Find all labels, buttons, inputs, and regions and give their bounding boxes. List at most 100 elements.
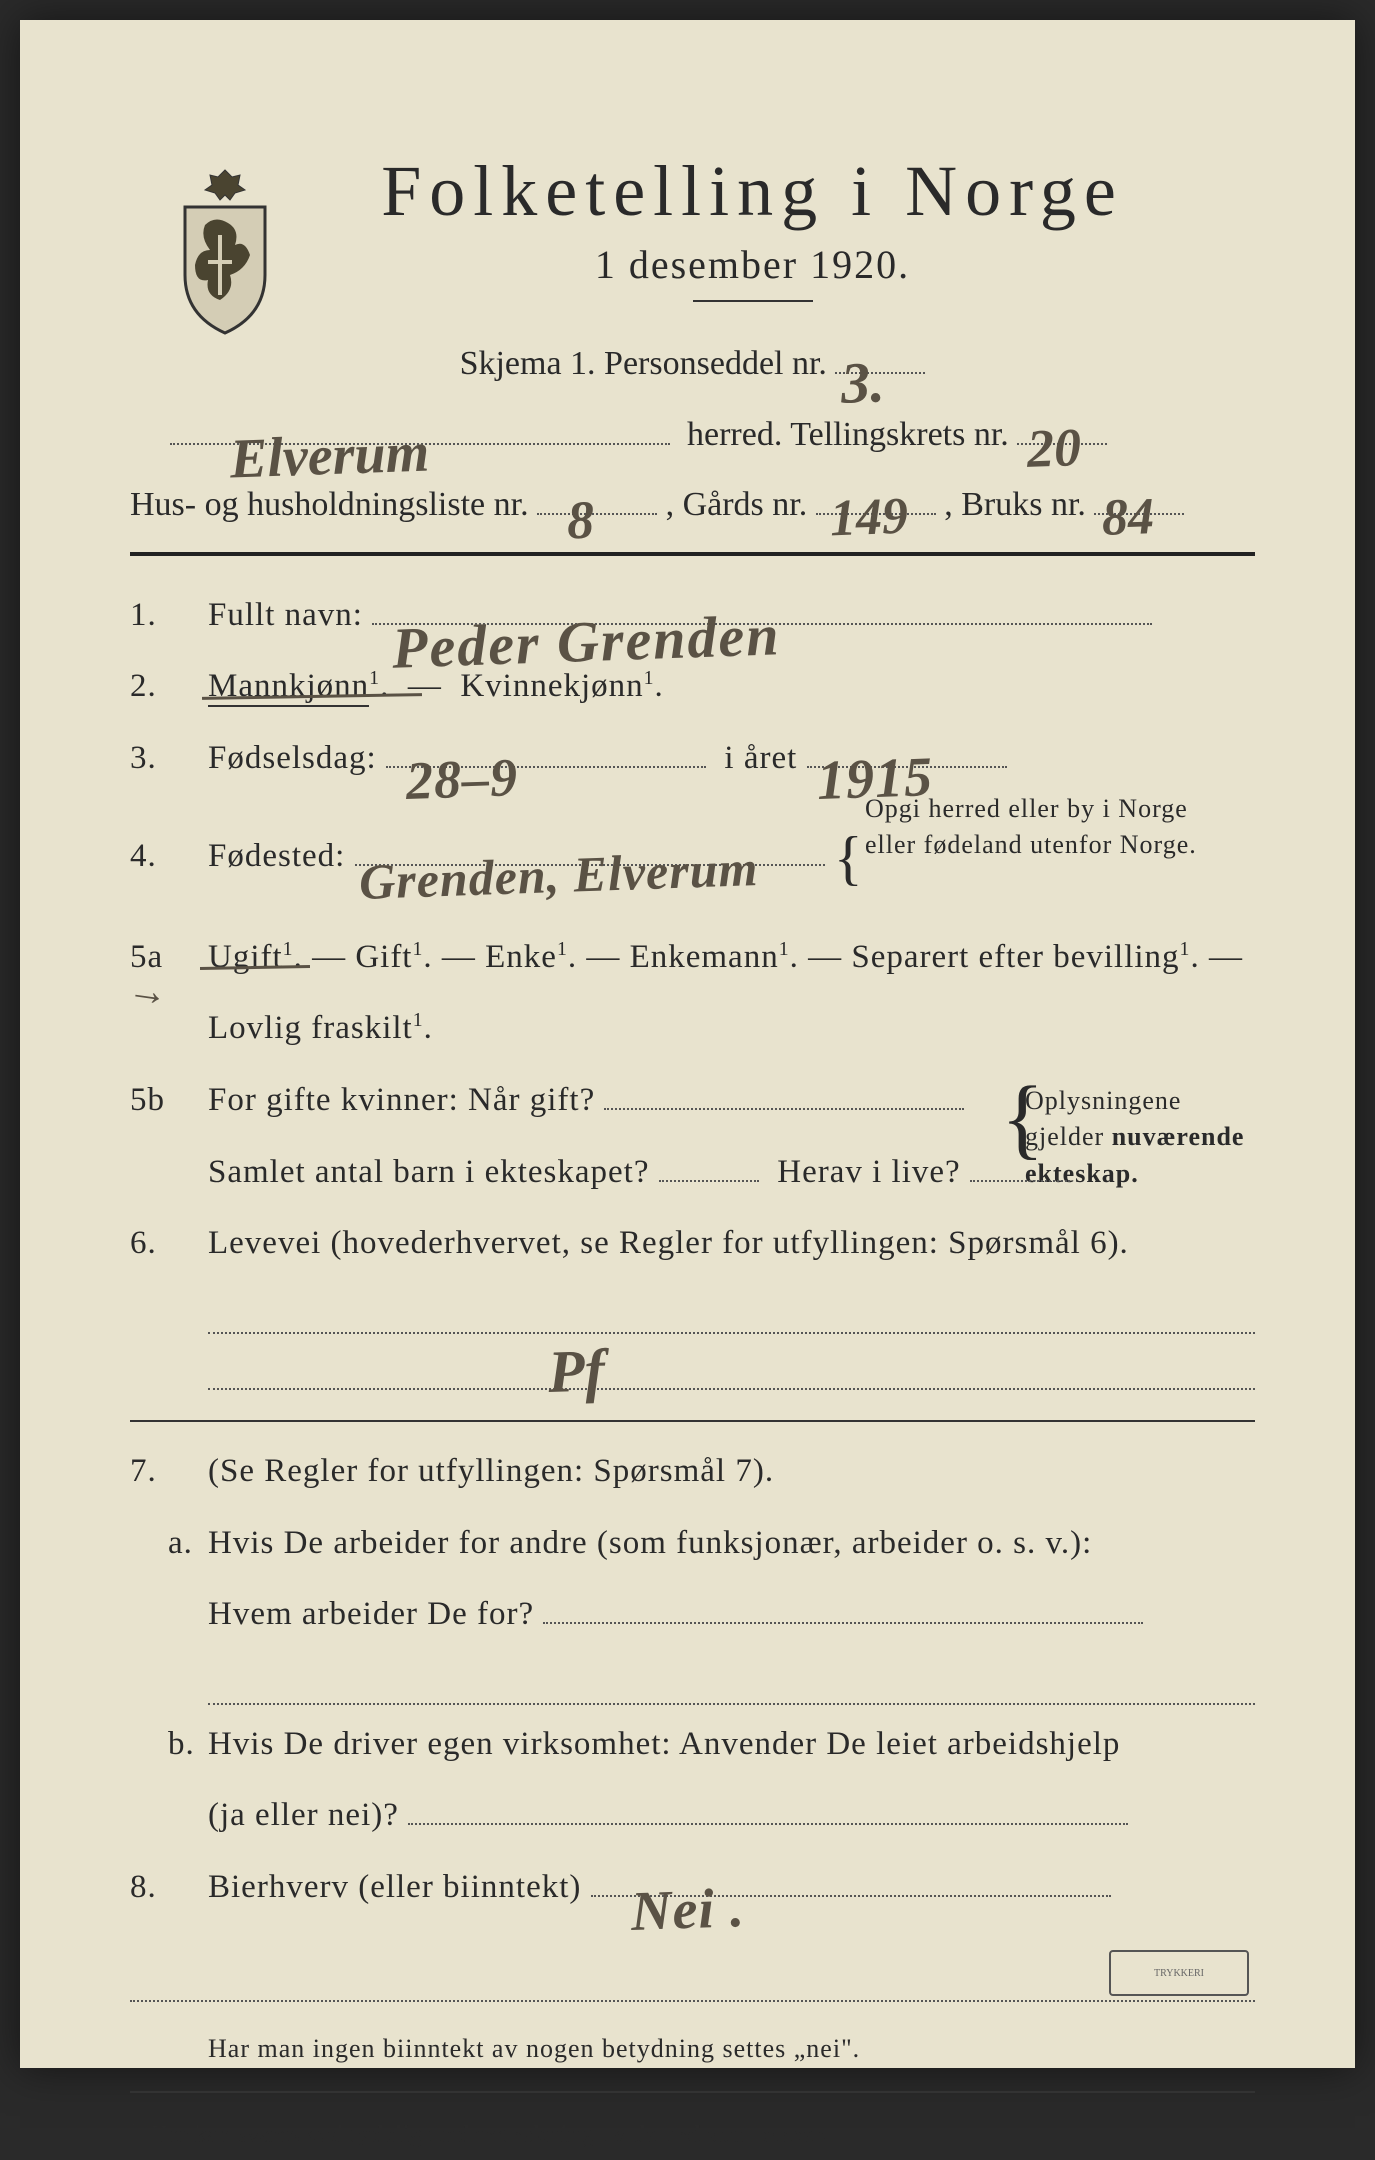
q7b-field — [408, 1823, 1128, 1825]
q5a-row2: Lovlig fraskilt1. — [130, 995, 1255, 1063]
header-rule — [130, 552, 1255, 556]
q3-num: 3. — [130, 725, 208, 793]
main-title: Folketelling i Norge — [250, 150, 1255, 233]
hus-value: 8 — [565, 469, 596, 572]
q7a-field — [543, 1622, 1143, 1624]
census-form-page: Folketelling i Norge 1 desember 1920. Sk… — [20, 20, 1355, 2068]
q7b-body2: (ja eller nei)? — [208, 1782, 1255, 1850]
q5b-row2: Samlet antal barn i ekteskapet? Herav i … — [130, 1139, 1255, 1207]
bruks-field: 84 — [1094, 513, 1184, 515]
q5b-row: 5b For gifte kvinner: Når gift? { Oplysn… — [130, 1067, 1255, 1135]
footer-rule — [130, 2091, 1255, 2093]
q5a-separert: Separert efter bevilling — [851, 939, 1179, 975]
footer-note: Har man ingen biinntekt av nogen betydni… — [208, 2022, 1255, 2075]
q8-row: 8. Bierhverv (eller biinntekt) Nei . — [130, 1854, 1255, 1922]
q7a-row: a. Hvis De arbeider for andre (som funks… — [130, 1510, 1255, 1578]
q5b-line1: For gifte kvinner: Når gift? — [208, 1082, 595, 1118]
q5a-enkemann: Enkemann — [630, 939, 779, 975]
skjema-label: Skjema 1. Personseddel nr. — [460, 345, 827, 382]
q3-year-field: 1915 — [807, 766, 1007, 768]
q8-field: Nei . — [591, 1895, 1111, 1897]
q4-body: Fødested: Grenden, Elverum { Opgi herred… — [208, 797, 1255, 920]
meta-line-2: Elverum herred. Tellingskrets nr. 20 — [130, 403, 1255, 468]
q3-label: Fødselsdag: — [208, 740, 377, 776]
q4-field: Grenden, Elverum — [355, 864, 825, 866]
herred-field: Elverum — [170, 443, 670, 445]
q6-num: 6. — [130, 1210, 208, 1278]
q8-value: Nei . — [629, 1851, 747, 1970]
q5b-barn-field — [659, 1180, 759, 1182]
q8-num: 8. — [130, 1854, 208, 1922]
meta-line-1: Skjema 1. Personseddel nr. 3. — [130, 332, 1255, 397]
gards-label: , Gårds nr. — [666, 486, 808, 523]
q7a-body2: Hvem arbeider De for? — [208, 1581, 1255, 1649]
q7-num: 7. — [130, 1438, 208, 1506]
q1-num: 1. — [130, 582, 208, 650]
q7b-line2: (ja eller nei)? — [208, 1797, 399, 1833]
q5b-gift-field — [604, 1108, 964, 1110]
q2-body: Mannkjønn1. — Kvinnekjønn1. — [208, 653, 1255, 721]
q1-row: 1. Fullt navn: Peder Grenden — [130, 582, 1255, 650]
q7-intro: (Se Regler for utfyllingen: Spørsmål 7). — [208, 1438, 1255, 1506]
q5b-line2a: Samlet antal barn i ekteskapet? — [208, 1154, 650, 1190]
q4-num: 4. — [130, 823, 208, 891]
q5a-lovlig-body: Lovlig fraskilt1. — [208, 995, 1255, 1063]
tellingskrets-value: 20 — [1026, 396, 1084, 500]
q7b-row2: (ja eller nei)? — [130, 1782, 1255, 1850]
q7a-line1: Hvis De arbeider for andre (som funksjon… — [208, 1510, 1255, 1578]
bruks-value: 84 — [1101, 468, 1156, 569]
q5a-body: Ugift1. — Gift1. — Enke1. — Enkemann1. —… — [208, 924, 1255, 992]
coat-of-arms-icon — [170, 165, 280, 335]
q7-row: 7. (Se Regler for utfyllingen: Spørsmål … — [130, 1438, 1255, 1506]
q6-label: Levevei (hovederhvervet, se Regler for u… — [208, 1210, 1255, 1278]
herred-value: Elverum — [228, 399, 431, 512]
tellingskrets-field: 20 — [1017, 443, 1107, 445]
herred-label: herred. Tellingskrets nr. — [687, 416, 1009, 453]
q6-row: 6. Levevei (hovederhvervet, se Regler fo… — [130, 1210, 1255, 1278]
gards-field: 149 — [816, 513, 936, 515]
printer-stamp: TRYKKERI — [1109, 1950, 1249, 1996]
q2-row: 2. Mannkjønn1. — Kvinnekjønn1. — [130, 653, 1255, 721]
personseddel-field: 3. — [835, 372, 925, 374]
gards-value: 149 — [828, 468, 909, 569]
q6-value: Pf — [546, 1309, 607, 1434]
q7b-num: b. — [130, 1711, 208, 1779]
q5a-lovlig: Lovlig fraskilt — [208, 1010, 413, 1046]
q5b-body: For gifte kvinner: Når gift? { Oplysning… — [208, 1067, 1255, 1135]
title-block: Folketelling i Norge 1 desember 1920. — [250, 150, 1255, 302]
q3-mid: i året — [724, 740, 797, 776]
q1-body: Fullt navn: Peder Grenden — [208, 582, 1255, 650]
q5b-body2: Samlet antal barn i ekteskapet? Herav i … — [208, 1139, 1255, 1207]
q1-field: Peder Grenden — [372, 623, 1152, 625]
q6-field-2: Pf — [208, 1340, 1255, 1390]
hus-field: 8 — [537, 513, 657, 515]
q3-body: Fødselsdag: 28–9 i året 1915 — [208, 725, 1255, 793]
q3-day-field: 28–9 — [386, 766, 706, 768]
q5b-live-field — [970, 1180, 1070, 1182]
date-line: 1 desember 1920. — [250, 241, 1255, 288]
q7a-field-2 — [208, 1655, 1255, 1705]
q2-kvinne: Kvinnekjønn — [460, 668, 643, 704]
q7a-num: a. — [130, 1510, 208, 1578]
q4-value: Grenden, Elverum — [357, 817, 760, 933]
footnote: 1 Her kan svares ved tydelig understrekn… — [130, 2111, 1255, 2160]
q4-label: Fødested: — [208, 838, 345, 874]
q6-field-1 — [208, 1284, 1255, 1334]
q8-body: Bierhverv (eller biinntekt) Nei . — [208, 1854, 1255, 1922]
q3-row: 3. Fødselsdag: 28–9 i året 1915 — [130, 725, 1255, 793]
q2-mann: Mannkjønn — [208, 668, 369, 707]
q4-note: Opgi herred eller by i Norge eller fødel… — [865, 791, 1265, 864]
q8-label: Bierhverv (eller biinntekt) — [208, 1869, 581, 1905]
q7a-row2: Hvem arbeider De for? — [130, 1581, 1255, 1649]
q7a-line2: Hvem arbeider De for? — [208, 1596, 534, 1632]
q1-label: Fullt navn: — [208, 597, 363, 633]
q4-row: 4. Fødested: Grenden, Elverum { Opgi her… — [130, 797, 1255, 920]
q2-num: 2. — [130, 653, 208, 721]
q5b-line2b: Herav i live? — [777, 1154, 960, 1190]
q5a-row: 5a Ugift1. — Gift1. — Enke1. — Enkemann1… — [130, 924, 1255, 992]
mid-rule — [130, 1420, 1255, 1422]
q7b-row: b. Hvis De driver egen virksomhet: Anven… — [130, 1711, 1255, 1779]
title-rule — [693, 300, 813, 302]
q7b-line1: Hvis De driver egen virksomhet: Anvender… — [208, 1711, 1255, 1779]
q5a-enke: Enke — [485, 939, 557, 975]
